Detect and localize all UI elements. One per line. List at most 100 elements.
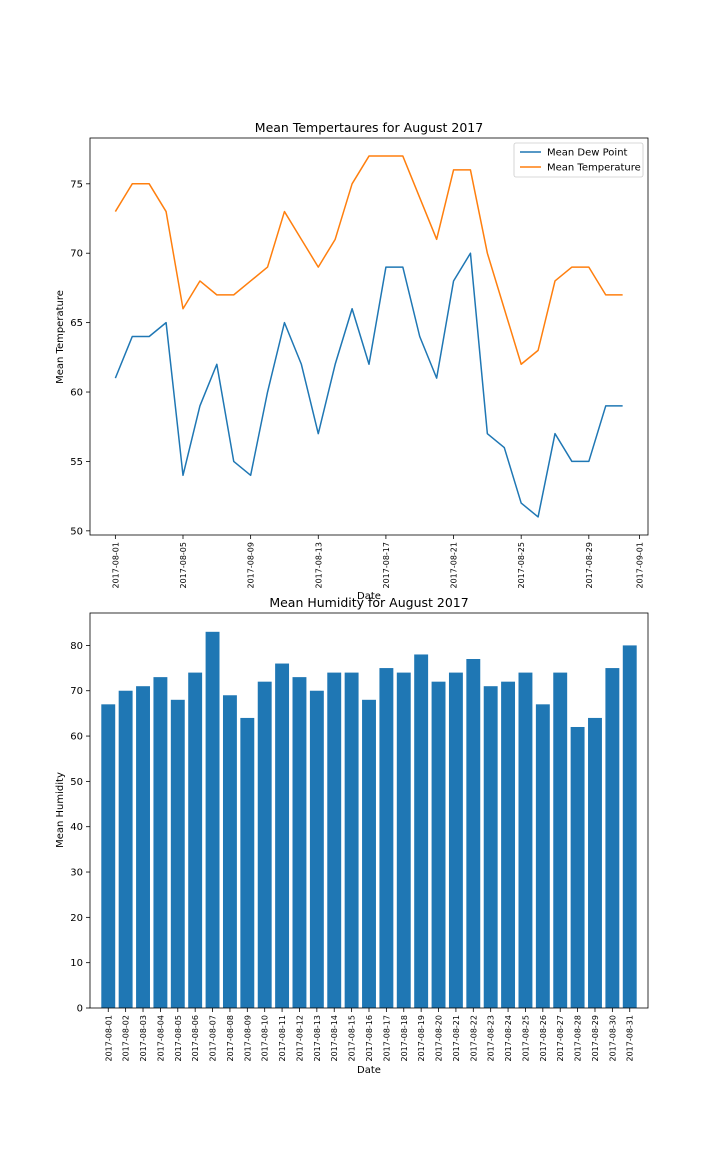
temperature-line-chart: Mean Tempertaures for August 2017 50 55 60… <box>55 120 649 602</box>
x-tick-label: 2017-08-09 <box>243 1015 252 1062</box>
x-tick-label: 2017-09-01 <box>636 542 645 589</box>
bar <box>153 677 168 1008</box>
x-tick-label: 2017-08-25 <box>517 542 526 589</box>
bar <box>188 672 203 1008</box>
x-tick-label: 2017-08-22 <box>469 1015 478 1062</box>
y-tick-label: 60 <box>70 388 83 399</box>
x-tick-label: 2017-08-21 <box>452 1015 461 1062</box>
bar <box>570 726 585 1008</box>
bar <box>362 699 376 1008</box>
x-tick-label: 2017-08-05 <box>174 1015 183 1062</box>
chart1-title: Mean Tempertaures for August 2017 <box>255 120 483 135</box>
x-tick-label: 2017-08-14 <box>330 1015 339 1062</box>
chart2-xlabel: Date <box>357 1065 381 1076</box>
x-tick-label: 2017-08-12 <box>295 1015 304 1062</box>
y-tick-label: 75 <box>70 179 83 190</box>
bar <box>257 681 272 1008</box>
bar <box>414 654 429 1008</box>
bar <box>222 695 237 1008</box>
x-tick-label: 2017-08-23 <box>487 1015 496 1062</box>
y-tick-label: 70 <box>70 249 83 260</box>
bar <box>327 672 342 1008</box>
x-tick-label: 2017-08-31 <box>626 1015 635 1062</box>
x-tick-label: 2017-08-18 <box>400 1015 409 1062</box>
x-tick-label: 2017-08-07 <box>209 1015 218 1062</box>
bar <box>501 681 516 1008</box>
x-tick-label: 2017-08-01 <box>111 542 120 589</box>
x-tick-label: 2017-08-29 <box>591 1015 600 1062</box>
x-tick-label: 2017-08-06 <box>191 1015 200 1062</box>
bar <box>136 686 150 1008</box>
x-tick-label: 2017-08-19 <box>417 1015 426 1062</box>
legend-box <box>513 142 644 178</box>
y-tick-label: 50 <box>70 526 83 537</box>
bar <box>275 663 290 1008</box>
series-line-dew-point <box>114 252 623 518</box>
bar <box>205 631 220 1008</box>
x-tick-label: 2017-08-09 <box>247 542 256 589</box>
chart1-xlabel: Date <box>357 591 381 602</box>
bar <box>118 690 133 1008</box>
y-tick-label: 30 <box>70 868 83 879</box>
bar <box>535 704 550 1008</box>
y-tick-label: 20 <box>70 913 83 924</box>
bar <box>240 717 255 1008</box>
bar <box>605 668 620 1008</box>
chart1-legend: Mean Dew Point Mean Temperature <box>513 142 644 178</box>
bar <box>344 672 359 1008</box>
x-tick-label: 2017-08-08 <box>226 1015 235 1062</box>
legend-label-temperature: Mean Temperature <box>547 163 641 174</box>
x-tick-label: 2017-08-13 <box>314 542 323 589</box>
x-tick-label: 2017-08-25 <box>521 1015 530 1062</box>
y-tick-label: 0 <box>77 1004 83 1015</box>
x-tick-label: 2017-08-15 <box>348 1015 357 1062</box>
bar <box>379 668 394 1008</box>
x-tick-label: 2017-08-21 <box>450 542 459 589</box>
x-tick-label: 2017-08-17 <box>382 1015 391 1062</box>
y-tick-label: 65 <box>70 318 83 329</box>
chart2-y-axis: 0 10 20 30 40 50 60 70 80 <box>70 641 90 1015</box>
x-tick-label: 2017-08-26 <box>539 1015 548 1062</box>
y-tick-label: 55 <box>70 457 83 468</box>
y-tick-label: 60 <box>70 732 83 743</box>
series-line-temperature <box>114 155 623 366</box>
chart2-x-axis: 2017-08-01 2017-08-02 2017-08-03 2017-08-04… <box>104 1008 635 1062</box>
y-tick-label: 10 <box>70 958 83 969</box>
bar <box>101 704 116 1008</box>
bar <box>483 686 498 1008</box>
x-tick-label: 2017-08-10 <box>261 1015 270 1062</box>
x-tick-label: 2017-08-16 <box>365 1015 374 1062</box>
chart1-series-lines <box>114 155 623 518</box>
x-tick-label: 2017-08-28 <box>574 1015 583 1062</box>
x-tick-label: 2017-08-17 <box>382 542 391 589</box>
x-tick-label: 2017-08-20 <box>435 1015 444 1062</box>
bar <box>466 659 481 1008</box>
chart1-y-axis: 50 55 60 65 70 75 <box>70 179 90 537</box>
bar <box>622 645 637 1008</box>
x-tick-label: 2017-08-27 <box>556 1015 565 1062</box>
chart2-ylabel: Mean Humidity <box>55 772 66 848</box>
bar <box>588 717 602 1008</box>
chart1-ylabel: Mean Temperature <box>55 290 66 384</box>
x-tick-label: 2017-08-24 <box>504 1015 513 1062</box>
bar <box>292 677 307 1008</box>
chart2-bars <box>101 631 637 1008</box>
x-tick-label: 2017-08-04 <box>156 1015 165 1062</box>
bar <box>396 672 411 1008</box>
chart1-x-axis: 2017-08-01 2017-08-05 2017-08-09 2017-08-13… <box>111 535 645 589</box>
chart1-plot-frame <box>89 137 649 536</box>
x-tick-label: 2017-08-29 <box>585 542 594 589</box>
x-tick-label: 2017-08-05 <box>179 542 188 589</box>
y-tick-label: 70 <box>70 686 83 697</box>
bar <box>431 681 446 1008</box>
x-tick-label: 2017-08-30 <box>608 1015 617 1062</box>
x-tick-label: 2017-08-03 <box>139 1015 148 1062</box>
x-tick-label: 2017-08-02 <box>122 1015 131 1062</box>
chart2-title: Mean Humidity for August 2017 <box>269 595 468 610</box>
x-tick-label: 2017-08-13 <box>313 1015 322 1062</box>
x-tick-label: 2017-08-11 <box>278 1015 287 1062</box>
legend-label-dew-point: Mean Dew Point <box>547 148 628 159</box>
y-tick-label: 80 <box>70 641 83 652</box>
bar <box>553 672 568 1008</box>
